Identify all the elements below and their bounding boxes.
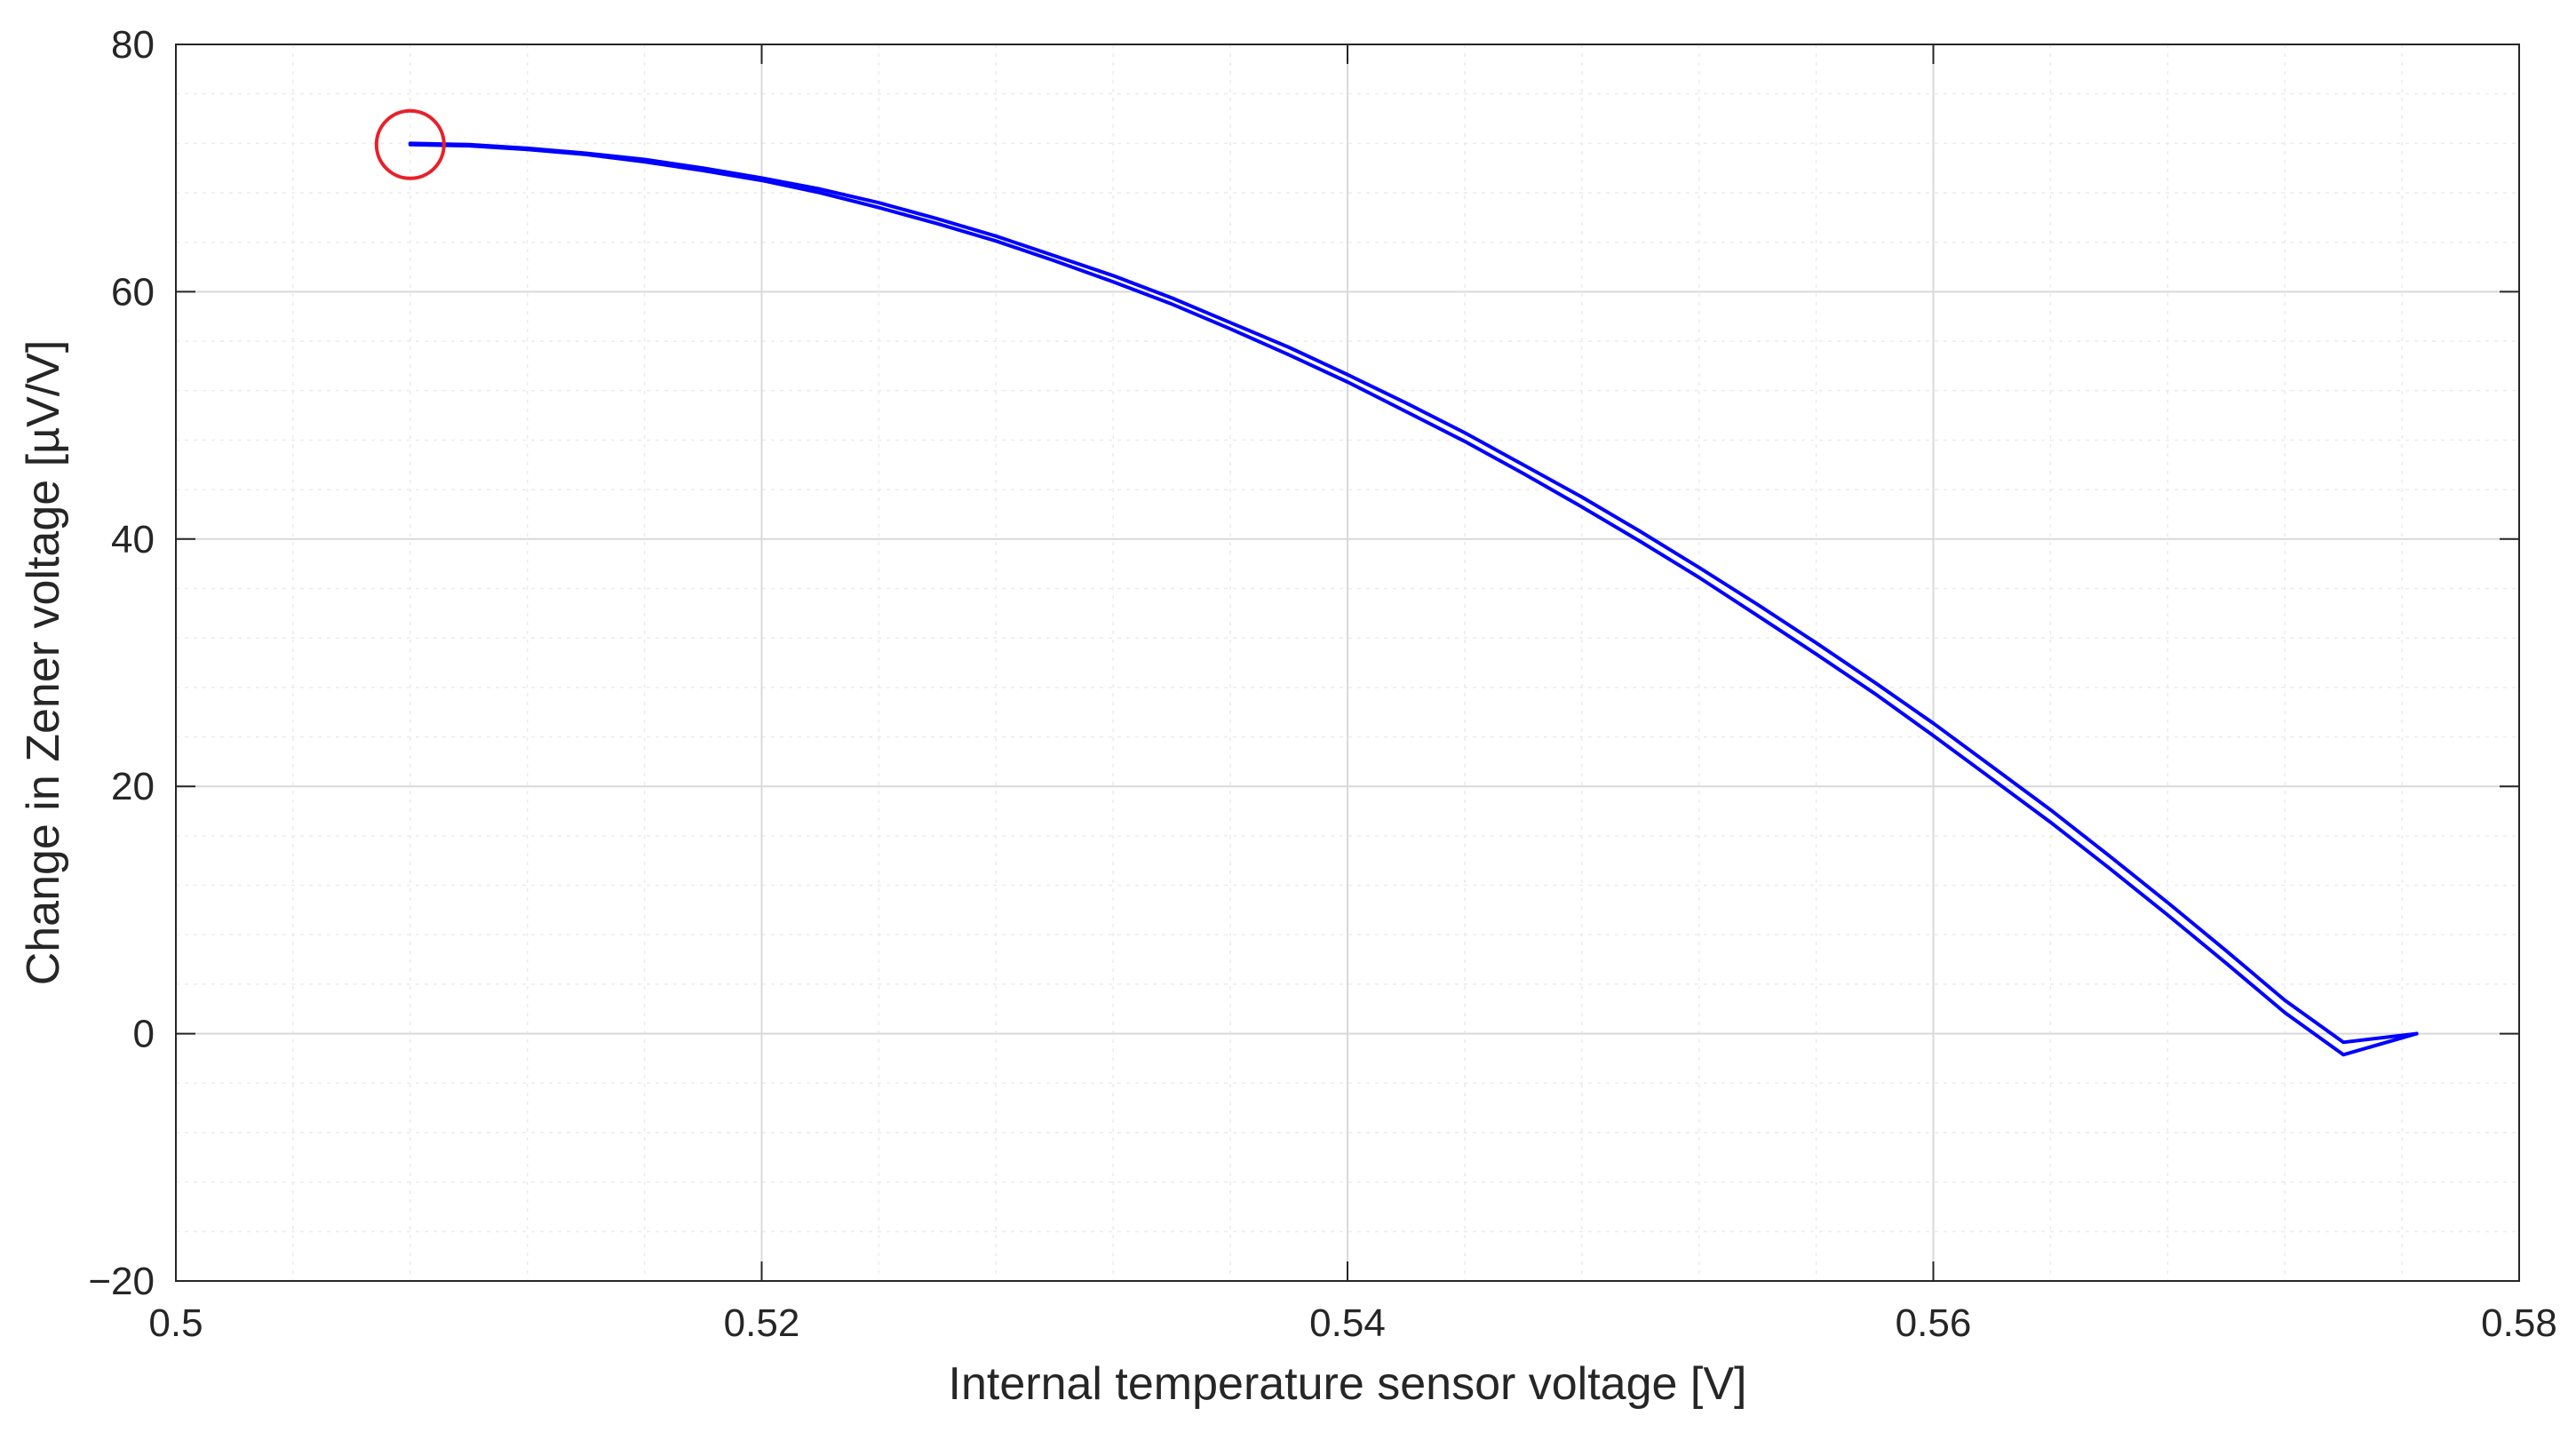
tick-marks xyxy=(175,44,2520,1282)
y-tick-label: 60 xyxy=(111,270,155,314)
y-tick-label: −20 xyxy=(88,1260,155,1303)
x-tick-label: 0.5 xyxy=(148,1301,203,1345)
x-axis-label: Internal temperature sensor voltage [V] xyxy=(949,1358,1747,1410)
y-tick-label: 0 xyxy=(133,1013,155,1056)
y-axis-label: Change in Zener voltage [µV/V] xyxy=(18,340,69,986)
marker-layer xyxy=(374,108,446,180)
x-tick-label: 0.54 xyxy=(1309,1301,1386,1345)
x-tick-label: 0.56 xyxy=(1896,1301,1972,1345)
x-tick-labels: 0.5 0.52 0.54 0.56 0.58 xyxy=(148,1301,2556,1345)
y-tick-label: 20 xyxy=(111,765,155,808)
y-tick-label: 80 xyxy=(111,23,155,67)
minor-grid xyxy=(176,44,2519,1281)
start-point-marker xyxy=(374,108,446,180)
series-line-1 xyxy=(408,142,2419,1057)
x-tick-label: 0.52 xyxy=(724,1301,800,1345)
series-line-2 xyxy=(408,141,2419,1045)
major-grid xyxy=(176,44,2519,1281)
x-tick-label: 0.58 xyxy=(2481,1301,2557,1345)
y-tick-label: 40 xyxy=(111,518,155,561)
series-layer xyxy=(408,141,2419,1057)
y-tick-labels: −20 0 20 40 60 80 xyxy=(88,23,155,1303)
